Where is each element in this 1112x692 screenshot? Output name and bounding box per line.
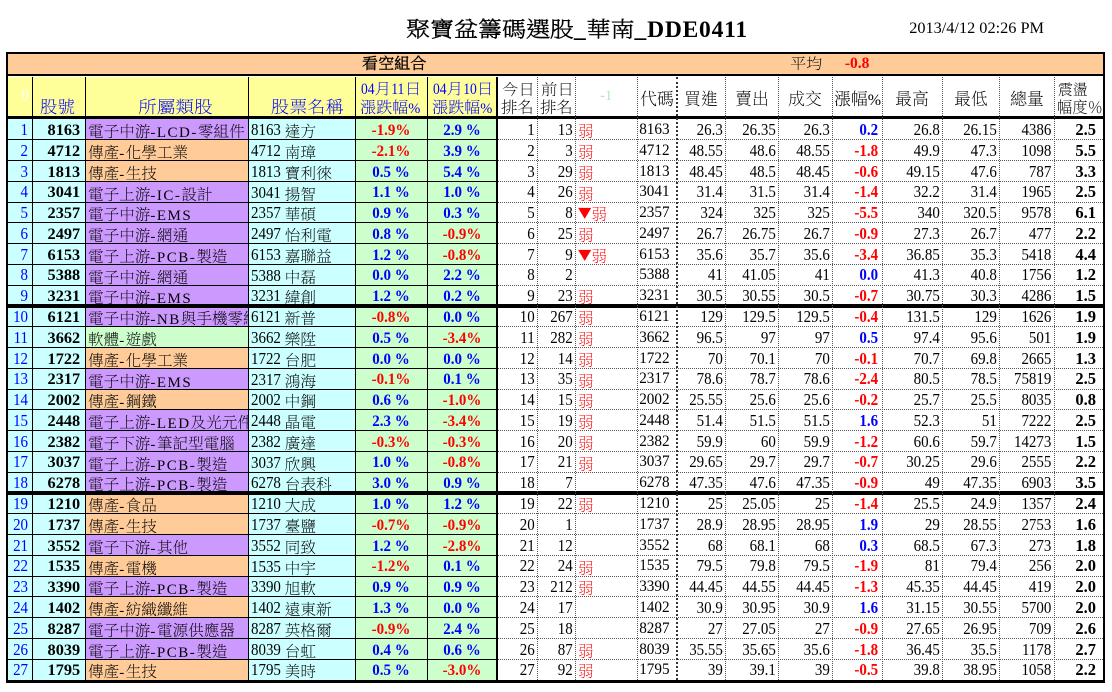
svg-text:-: - (150, 624, 157, 640)
svg-text:-: - (119, 603, 126, 619)
svg-text:-PCB-: -PCB- (150, 458, 196, 474)
svg-text:-LCD-: -LCD- (150, 125, 198, 141)
svg-text:-: - (150, 229, 157, 245)
svg-text:3231: 3231 (251, 288, 285, 306)
svg-text:-: - (119, 146, 126, 162)
svg-text:-: - (119, 167, 126, 183)
svg-text:-PCB-: -PCB- (150, 645, 196, 661)
svg-text:2317: 2317 (251, 371, 285, 389)
svg-text:-: - (119, 520, 126, 536)
svg-text:8163: 8163 (251, 121, 285, 139)
svg-text:-PCB-: -PCB- (150, 478, 196, 494)
svg-text:2382: 2382 (251, 433, 285, 451)
svg-text:1535: 1535 (251, 558, 285, 576)
svg-text:%: % (408, 101, 420, 117)
svg-text:1813: 1813 (251, 163, 285, 181)
svg-text:04: 04 (433, 81, 447, 98)
svg-text:1402: 1402 (251, 599, 285, 617)
svg-text:3037: 3037 (251, 454, 285, 472)
svg-text:-: - (119, 395, 126, 411)
svg-text:-: - (150, 271, 157, 287)
svg-text:2002: 2002 (251, 392, 285, 410)
svg-text:-EMS: -EMS (150, 375, 192, 391)
svg-text:6153: 6153 (251, 246, 285, 264)
svg-text:-NB: -NB (150, 312, 180, 328)
svg-text:%: % (867, 92, 880, 109)
svg-text:-LED: -LED (150, 416, 190, 432)
svg-text:-PCB-: -PCB- (150, 250, 196, 266)
svg-text:10: 10 (463, 81, 477, 98)
svg-text:-: - (119, 354, 126, 370)
svg-text:_: _ (572, 17, 586, 43)
svg-text:3041: 3041 (251, 184, 285, 202)
svg-text:2497: 2497 (251, 225, 285, 243)
svg-text:6121: 6121 (251, 308, 285, 326)
svg-text:5388: 5388 (251, 267, 285, 285)
svg-text:-: - (119, 499, 126, 515)
svg-text:3390: 3390 (251, 579, 285, 597)
svg-text:8039: 8039 (251, 641, 285, 659)
svg-text:11: 11 (391, 81, 404, 98)
svg-text:-: - (150, 541, 157, 557)
svg-text:1722: 1722 (251, 350, 285, 368)
svg-text:-: - (150, 437, 157, 453)
svg-text:3662: 3662 (251, 329, 285, 347)
svg-text:-: - (119, 333, 126, 349)
svg-text:-IC-: -IC- (150, 188, 181, 204)
svg-text:8287: 8287 (251, 620, 285, 638)
svg-text:1795: 1795 (251, 662, 285, 680)
svg-text:04: 04 (361, 81, 375, 98)
svg-text:-PCB-: -PCB- (150, 582, 196, 598)
svg-text:%: % (480, 101, 492, 117)
svg-text:-EMS: -EMS (150, 291, 192, 307)
svg-text:2357: 2357 (251, 205, 285, 223)
svg-text:3552: 3552 (251, 537, 285, 555)
svg-text:2448: 2448 (251, 412, 285, 430)
svg-text:6278: 6278 (251, 475, 285, 493)
svg-text:_DDE0411: _DDE0411 (633, 17, 747, 43)
svg-text:-: - (119, 665, 126, 681)
svg-text:-EMS: -EMS (150, 208, 192, 224)
svg-text:-: - (119, 562, 126, 578)
svg-text:4712: 4712 (251, 142, 285, 160)
svg-text:1737: 1737 (251, 516, 285, 534)
svg-text:1210: 1210 (251, 495, 285, 513)
